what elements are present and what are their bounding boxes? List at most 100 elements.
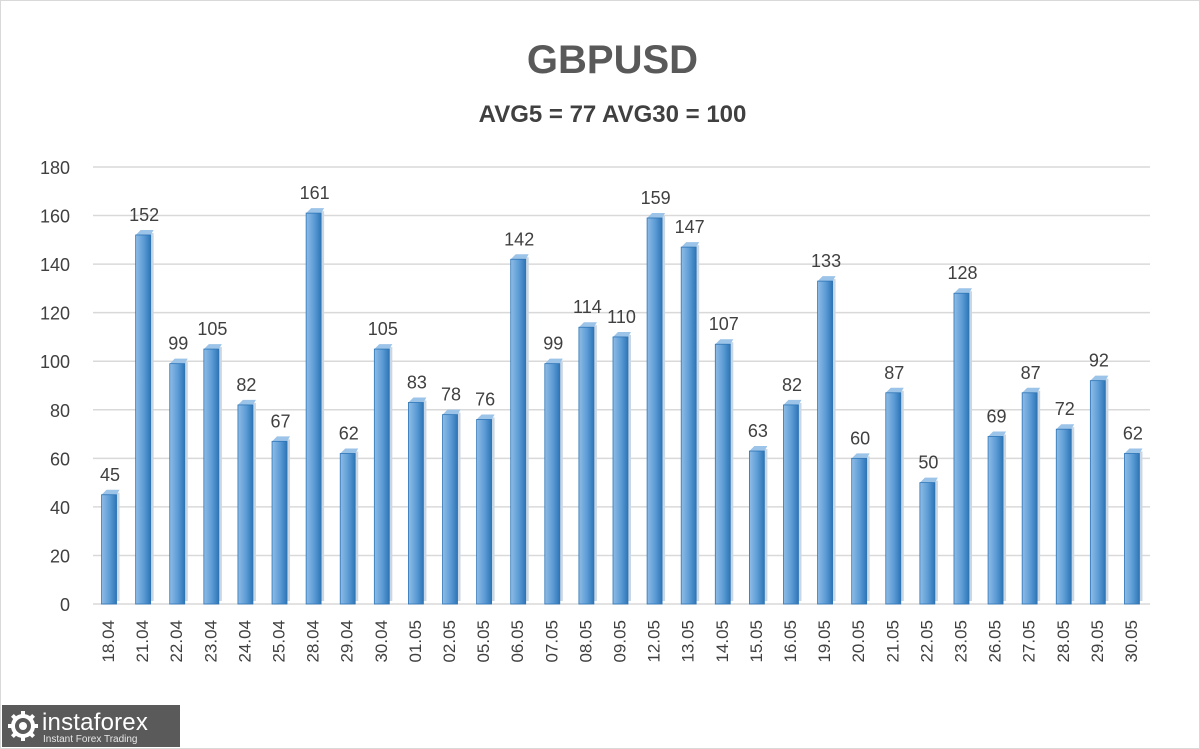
bar (305, 208, 325, 605)
x-tick-label: 01.05 (406, 620, 425, 663)
x-tick-label: 16.05 (781, 620, 800, 663)
x-tick-label: 19.05 (815, 620, 834, 663)
bar (646, 212, 666, 605)
bar (612, 331, 631, 605)
bar (919, 477, 938, 605)
bar (714, 339, 734, 605)
x-tick-label: 29.04 (338, 620, 357, 663)
data-label: 87 (884, 363, 904, 383)
y-tick-label: 180 (40, 158, 70, 178)
data-label: 63 (748, 421, 768, 441)
bar (748, 446, 768, 605)
bar (544, 358, 563, 605)
data-label: 105 (197, 319, 227, 339)
x-tick-label: 21.05 (883, 620, 902, 663)
data-label: 45 (100, 465, 120, 485)
bar (1055, 424, 1075, 605)
data-label: 107 (709, 314, 739, 334)
bar (408, 397, 427, 605)
data-label: 50 (918, 453, 938, 473)
x-tick-label: 05.05 (474, 620, 493, 663)
y-tick-label: 40 (50, 498, 70, 518)
data-label: 82 (236, 375, 256, 395)
x-tick-label: 23.05 (951, 620, 970, 663)
x-tick-label: 24.04 (235, 620, 254, 663)
bars (101, 208, 1143, 605)
data-label: 110 (607, 307, 636, 327)
y-axis-tick-labels: 0 20 40 60 80 100 120 140 160 180 (40, 158, 70, 615)
bar (271, 436, 291, 605)
watermark-name: instaforex (42, 709, 149, 736)
data-label: 92 (1089, 351, 1109, 371)
bar (885, 387, 904, 605)
x-tick-label: 27.05 (1020, 620, 1039, 663)
x-tick-label: 21.04 (133, 620, 152, 663)
data-label: 99 (543, 334, 563, 354)
bar (783, 399, 802, 605)
data-label: 72 (1055, 399, 1075, 419)
y-tick-label: 140 (40, 255, 70, 275)
y-tick-label: 60 (50, 449, 70, 469)
x-tick-label: 14.05 (713, 620, 732, 663)
x-tick-label: 06.05 (508, 620, 527, 663)
data-label: 128 (947, 263, 977, 283)
instaforex-watermark: instaforex Instant Forex Trading (2, 705, 180, 747)
bar (101, 489, 120, 605)
x-tick-label: 30.05 (1122, 620, 1141, 663)
y-tick-label: 20 (50, 546, 70, 566)
x-tick-label: 22.05 (917, 620, 936, 663)
data-label: 83 (407, 372, 427, 392)
y-tick-label: 80 (50, 401, 70, 421)
bar (135, 229, 154, 605)
bar (1124, 448, 1143, 605)
x-tick-label: 18.04 (99, 620, 118, 663)
bar (373, 344, 393, 605)
data-label: 87 (1021, 363, 1041, 383)
x-tick-label: 30.04 (372, 620, 391, 663)
data-label: 105 (368, 319, 398, 339)
x-tick-label: 13.05 (679, 620, 698, 663)
bar (987, 431, 1007, 605)
bar (476, 414, 495, 605)
x-tick-label: 02.05 (440, 620, 459, 663)
chart-subtitle: AVG5 = 77 AVG30 = 100 (478, 101, 747, 128)
data-label: 60 (850, 428, 870, 448)
data-label: 159 (641, 188, 671, 208)
x-tick-label: 09.05 (611, 620, 630, 663)
x-axis-tick-labels: 18.04 21.04 22.04 23.04 24.04 25.04 28.04 29.04… (99, 620, 1141, 663)
x-tick-label: 12.05 (645, 620, 664, 663)
data-label: 62 (339, 423, 359, 443)
data-label: 142 (504, 229, 534, 249)
x-tick-label: 29.05 (1088, 620, 1107, 663)
data-label: 76 (475, 389, 495, 409)
data-label: 133 (811, 251, 841, 271)
data-labels: 45 152 99 105 82 67 161 62 105 83 78 76 142 99 114 110 1… (100, 183, 1143, 485)
x-tick-label: 08.05 (576, 620, 595, 663)
watermark-tagline: Instant Forex Trading (43, 734, 138, 745)
bar (510, 254, 529, 605)
data-label: 161 (300, 183, 330, 203)
x-tick-label: 28.04 (304, 620, 323, 663)
data-label: 82 (782, 375, 802, 395)
bar (953, 288, 972, 605)
bar (680, 242, 700, 605)
bar (851, 453, 870, 605)
x-tick-label: 07.05 (542, 620, 561, 663)
data-label: 152 (129, 205, 159, 225)
y-tick-label: 100 (40, 352, 70, 372)
gear-icon (8, 711, 38, 741)
x-tick-label: 25.04 (270, 620, 289, 663)
bar (237, 399, 256, 605)
data-label: 69 (987, 406, 1007, 426)
bar (442, 409, 461, 605)
x-tick-label: 23.04 (201, 620, 220, 663)
data-label: 62 (1123, 423, 1143, 443)
x-tick-label: 26.05 (986, 620, 1005, 663)
bar (1089, 375, 1109, 605)
x-tick-label: 20.05 (849, 620, 868, 663)
chart-title: GBPUSD (526, 38, 699, 82)
y-tick-label: 160 (40, 207, 70, 227)
data-label: 78 (441, 385, 461, 405)
data-label: 67 (271, 411, 291, 431)
